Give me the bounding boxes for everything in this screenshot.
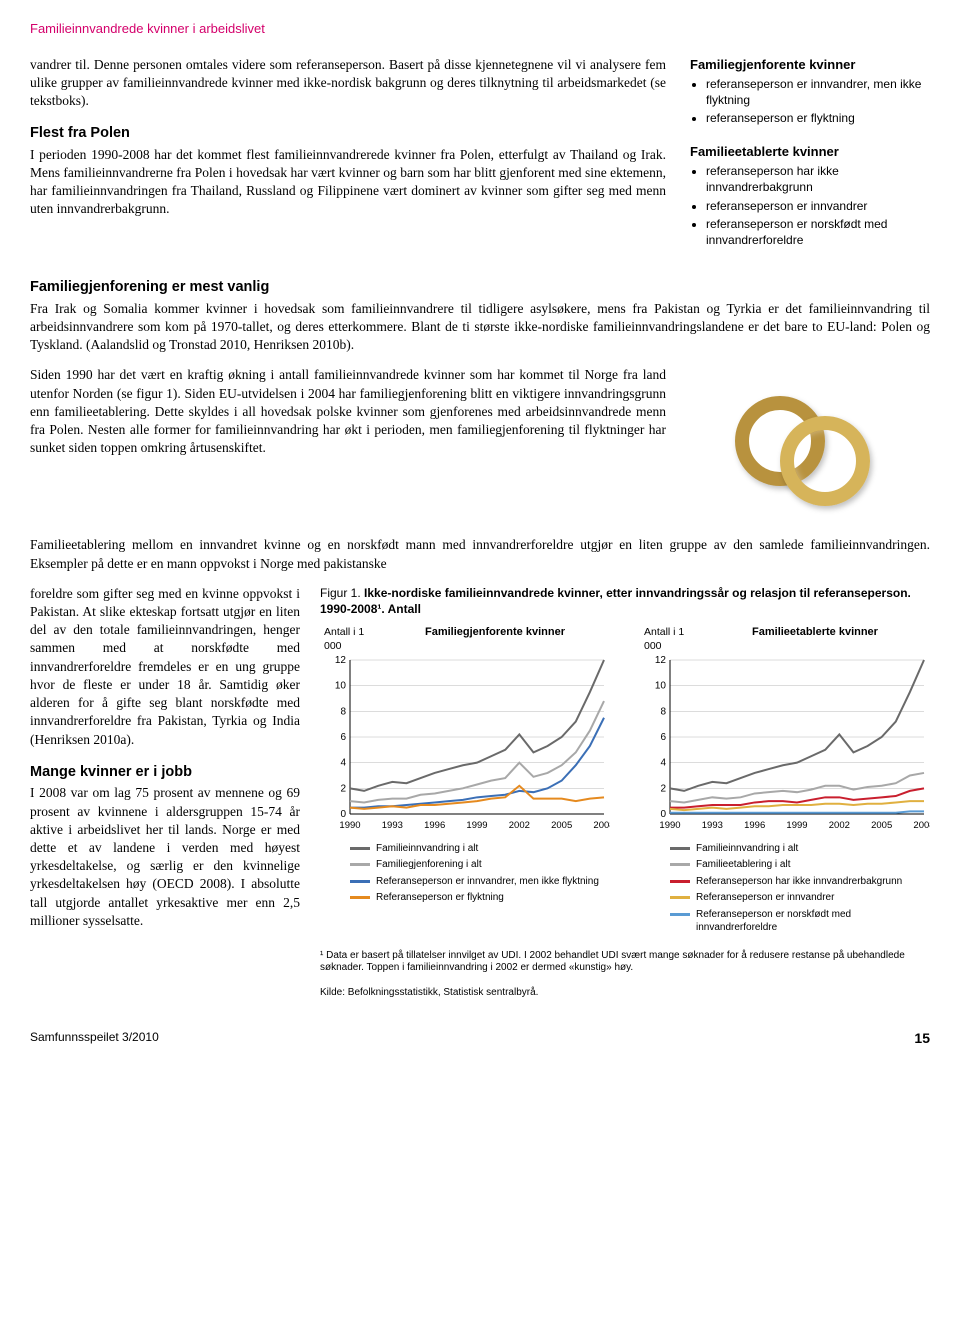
y-axis-label-1: Antall i 1 000 — [320, 625, 380, 653]
sidebox-item: referanseperson er innvandrer, men ikke … — [706, 76, 930, 108]
figure-block: Figur 1. Ikke-nordiske familieinnvandred… — [320, 585, 930, 999]
sidebar-box: Familiegjenforente kvinner referansepers… — [690, 56, 930, 265]
legend-item: Referanseperson er innvandrer — [670, 891, 930, 905]
svg-text:4: 4 — [660, 757, 666, 768]
legend-item: Referanseperson er norskfødt med innvand… — [670, 908, 930, 935]
svg-text:10: 10 — [335, 680, 347, 691]
svg-text:2002: 2002 — [509, 820, 530, 831]
legend-label: Familieinnvandring i alt — [376, 842, 478, 856]
svg-text:4: 4 — [340, 757, 346, 768]
legend-label: Referanseperson er innvandrer — [696, 891, 834, 905]
legend-swatch — [350, 863, 370, 866]
legend-item: Referanseperson er flyktning — [350, 891, 610, 905]
legend-item: Familieetablering i alt — [670, 858, 930, 872]
svg-text:8: 8 — [340, 706, 346, 717]
legend-item: Familieinnvandring i alt — [670, 842, 930, 856]
svg-text:1996: 1996 — [744, 820, 765, 831]
para-gjen1: Fra Irak og Somalia kommer kvinner i hov… — [30, 300, 930, 355]
rings-image — [725, 386, 895, 516]
legend-label: Referanseperson er innvandrer, men ikke … — [376, 875, 599, 889]
y-axis-label-2: Antall i 1 000 — [640, 625, 700, 653]
heading-polen: Flest fra Polen — [30, 124, 666, 144]
svg-text:1993: 1993 — [702, 820, 723, 831]
legend-item: Familieinnvandring i alt — [350, 842, 610, 856]
sidebox-item: referanseperson har ikke innvandrerbakgr… — [706, 163, 930, 195]
legend-swatch — [350, 847, 370, 850]
svg-text:12: 12 — [335, 655, 347, 666]
para-polen: I perioden 1990-2008 har det kommet fles… — [30, 146, 666, 219]
para-etab-intro: Familieetablering mellom en innvandret k… — [30, 536, 930, 572]
legend-item: Referanseperson er innvandrer, men ikke … — [350, 875, 610, 889]
sidebox-title-2: Familieetablerte kvinner — [690, 143, 930, 161]
para-gjen2: Siden 1990 har det vært en kraftig øknin… — [30, 366, 666, 457]
svg-text:12: 12 — [655, 655, 667, 666]
svg-text:2002: 2002 — [829, 820, 850, 831]
figure-source: Kilde: Befolkningsstatistikk, Statistisk… — [320, 987, 930, 1000]
footer-left: Samfunnsspeilet 3/2010 — [30, 1029, 159, 1048]
svg-text:2: 2 — [340, 783, 346, 794]
heading-gjenforening: Familiegjenforening er mest vanlig — [30, 278, 930, 298]
legend-label: Referanseperson er flyktning — [376, 891, 504, 905]
figure-title: Ikke-nordiske familieinnvandrede kvinner… — [320, 586, 911, 616]
heading-jobb: Mange kvinner er i jobb — [30, 763, 300, 783]
main-column: vandrer til. Denne personen omtales vide… — [30, 56, 666, 265]
svg-text:2: 2 — [660, 783, 666, 794]
legend-swatch — [670, 863, 690, 866]
svg-text:1990: 1990 — [339, 820, 360, 831]
sidebox-item: referanseperson er innvandrer — [706, 198, 930, 214]
sidebox-item: referanseperson er norskfødt med innvand… — [706, 216, 930, 248]
chart-1: Antall i 1 000 Familiegjenforente kvinne… — [320, 625, 610, 937]
svg-text:6: 6 — [340, 732, 346, 743]
svg-text:2005: 2005 — [871, 820, 892, 831]
figure-label: Figur 1. — [320, 586, 364, 600]
chart2-svg: 0 2 4 6 8 10 12 1990 1993 1996 1999 2002 2005 2008 — [640, 654, 930, 834]
svg-text:2008: 2008 — [913, 820, 930, 831]
legend-label: Familiegjenforening i alt — [376, 858, 482, 872]
page-number: 15 — [914, 1029, 930, 1048]
svg-text:1990: 1990 — [659, 820, 680, 831]
figure-caption: Figur 1. Ikke-nordiske familieinnvandred… — [320, 585, 930, 617]
svg-text:8: 8 — [660, 706, 666, 717]
svg-text:0: 0 — [340, 809, 346, 820]
legend-swatch — [350, 896, 370, 899]
legend-item: Referanseperson har ikke innvandrerbakgr… — [670, 875, 930, 889]
svg-text:1996: 1996 — [424, 820, 445, 831]
para-etab-cont: foreldre som gifter seg med en kvinne op… — [30, 585, 300, 749]
legend-label: Referanseperson er norskfødt med innvand… — [696, 908, 930, 935]
chart1-svg: 0 2 4 6 8 10 12 1990 1993 1996 1999 2002 2005 2008 — [320, 654, 610, 834]
figure-footnote: ¹ Data er basert på tillatelser innvilge… — [320, 950, 930, 975]
sidebox-list-2: referanseperson har ikke innvandrerbakgr… — [690, 163, 930, 248]
legend-label: Familieetablering i alt — [696, 858, 791, 872]
chart2-legend: Familieinnvandring i alt Familieetablerin… — [670, 842, 930, 935]
sidebox-title-1: Familiegjenforente kvinner — [690, 56, 930, 74]
chart-2: Antall i 1 000 Familieetablerte kvinner … — [640, 625, 930, 937]
legend-swatch — [670, 913, 690, 916]
legend-swatch — [670, 896, 690, 899]
sidebox-item: referanseperson er flyktning — [706, 110, 930, 126]
svg-text:1999: 1999 — [466, 820, 487, 831]
svg-text:0: 0 — [660, 809, 666, 820]
para-intro: vandrer til. Denne personen omtales vide… — [30, 56, 666, 111]
page-footer: Samfunnsspeilet 3/2010 15 — [30, 1029, 930, 1048]
svg-text:1999: 1999 — [786, 820, 807, 831]
svg-text:2005: 2005 — [551, 820, 572, 831]
sidebox-list-1: referanseperson er innvandrer, men ikke … — [690, 76, 930, 127]
svg-text:1993: 1993 — [382, 820, 403, 831]
svg-text:10: 10 — [655, 680, 667, 691]
legend-swatch — [670, 847, 690, 850]
legend-label: Familieinnvandring i alt — [696, 842, 798, 856]
para-jobb: I 2008 var om lag 75 prosent av mennene … — [30, 784, 300, 930]
running-head: Familieinnvandrede kvinner i arbeidslive… — [30, 20, 930, 38]
svg-text:2008: 2008 — [593, 820, 610, 831]
chart1-title: Familiegjenforente kvinner — [380, 625, 610, 649]
svg-text:6: 6 — [660, 732, 666, 743]
chart2-title: Familieetablerte kvinner — [700, 625, 930, 649]
legend-swatch — [350, 880, 370, 883]
legend-item: Familiegjenforening i alt — [350, 858, 610, 872]
legend-label: Referanseperson har ikke innvandrerbakgr… — [696, 875, 902, 889]
chart1-legend: Familieinnvandring i alt Familiegjenforen… — [350, 842, 610, 905]
lower-left-column: foreldre som gifter seg med en kvinne op… — [30, 585, 300, 999]
legend-swatch — [670, 880, 690, 883]
